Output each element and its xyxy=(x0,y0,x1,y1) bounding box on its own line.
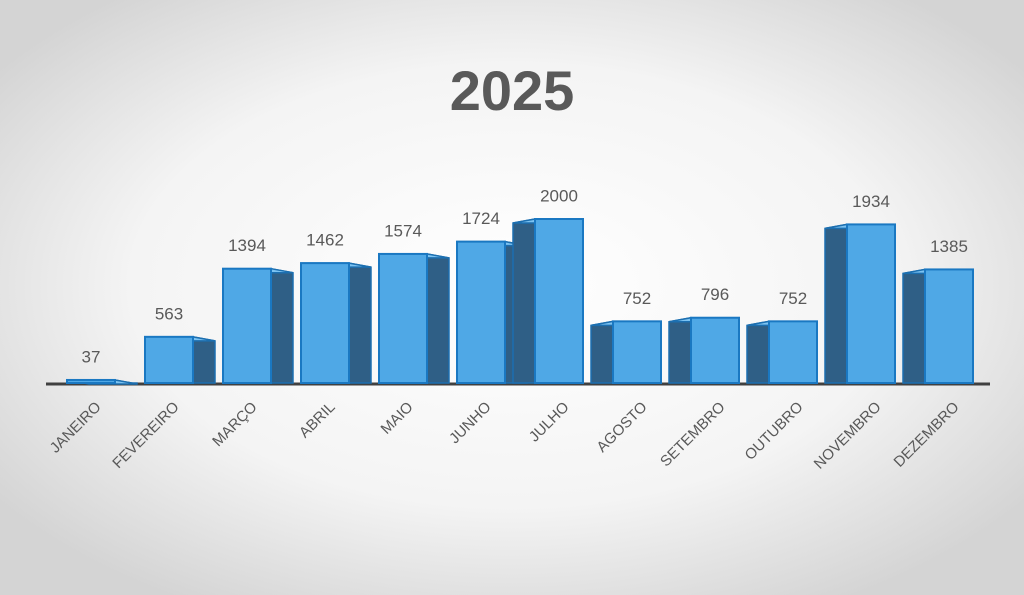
bar xyxy=(768,320,818,384)
bar xyxy=(378,252,428,384)
value-label: 563 xyxy=(155,304,183,323)
value-label: 752 xyxy=(623,289,651,308)
value-label: 2000 xyxy=(540,186,578,205)
bar-side xyxy=(824,223,848,384)
value-label: 37 xyxy=(82,347,101,366)
bar xyxy=(456,240,506,384)
bar-side xyxy=(902,268,926,384)
bar xyxy=(612,320,662,384)
value-label: 1934 xyxy=(852,192,890,211)
bar xyxy=(66,378,116,385)
bar-side xyxy=(426,253,450,384)
bar-side xyxy=(746,320,770,384)
value-label: 1462 xyxy=(306,231,344,250)
bar xyxy=(300,262,350,384)
bar xyxy=(144,335,194,385)
value-label: 1385 xyxy=(930,237,968,256)
bar-side xyxy=(348,262,372,384)
bar-side xyxy=(192,335,216,384)
bar xyxy=(222,267,272,384)
value-label: 1574 xyxy=(384,221,422,240)
bar-side xyxy=(270,267,294,384)
bar xyxy=(690,316,740,384)
bar-side xyxy=(590,320,614,384)
bar xyxy=(534,218,584,384)
bar-side xyxy=(512,218,536,384)
bar xyxy=(924,268,974,384)
bar-side xyxy=(668,316,692,384)
bar xyxy=(846,223,896,384)
value-label: 1394 xyxy=(228,236,266,255)
value-label: 752 xyxy=(779,289,807,308)
chart-title: 2025 xyxy=(450,59,575,122)
value-label: 1724 xyxy=(462,209,500,228)
value-label: 796 xyxy=(701,285,729,304)
